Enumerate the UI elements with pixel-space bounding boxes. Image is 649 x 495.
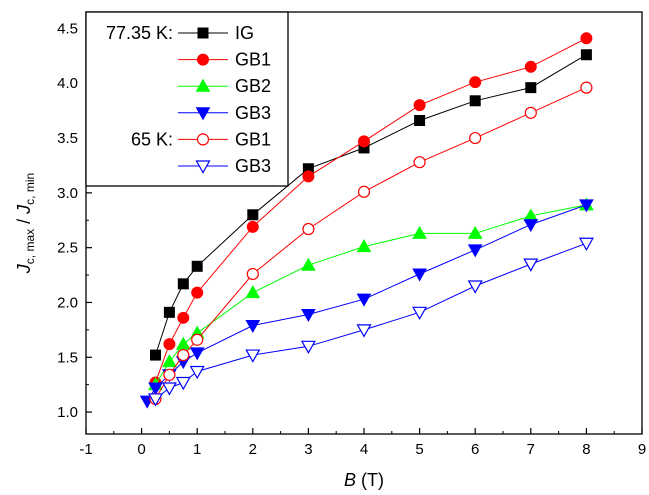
legend-label: IG	[235, 23, 254, 43]
data-point	[356, 239, 372, 253]
data-point	[469, 131, 482, 145]
legend: 77.35 K: IG GB1 GB2 GB3 65 K: GB1 GB3	[85, 11, 289, 187]
data-point	[467, 244, 483, 258]
data-point	[246, 220, 259, 233]
data-point	[189, 347, 205, 361]
data-point	[245, 319, 261, 334]
data-point	[412, 225, 427, 239]
x-tick-label: 9	[638, 441, 646, 458]
data-point	[245, 285, 261, 299]
legend-marker	[197, 27, 209, 39]
data-point	[148, 382, 163, 396]
series-5	[147, 237, 594, 407]
data-point	[357, 185, 371, 198]
axis-tick-labels: -1 0 1 2 3 4 5 6 7 8 9 1.0 1.5 2.0 2.5 3.0 3.5 4.0 4.5	[57, 20, 646, 458]
y-tick-label: 1.0	[57, 404, 78, 421]
x-axis-title: B (T)	[344, 470, 384, 490]
legend-label: GB1	[235, 50, 271, 70]
data-point	[412, 268, 427, 282]
data-point	[524, 106, 537, 119]
legend-marker	[196, 133, 210, 146]
data-point	[150, 349, 161, 361]
data-point	[191, 286, 204, 299]
data-point	[300, 340, 316, 355]
x-tick-label: 7	[527, 441, 535, 458]
data-point	[177, 278, 189, 290]
data-point	[191, 333, 204, 346]
data-point	[247, 209, 259, 221]
legend-marker	[195, 107, 211, 121]
x-tick-label: 3	[304, 441, 312, 458]
legend-label: GB2	[235, 76, 271, 96]
y-tick-label: 1.5	[57, 349, 78, 366]
data-point	[147, 393, 164, 407]
data-point	[161, 382, 177, 396]
data-point	[301, 257, 316, 271]
legend-marker	[195, 78, 211, 92]
series-0	[150, 49, 592, 361]
y-tick-label: 3.5	[57, 130, 78, 147]
legend-label: GB3	[235, 156, 271, 176]
x-tick-label: 4	[360, 441, 368, 458]
data-point	[414, 115, 426, 127]
data-point	[189, 365, 205, 380]
legend-label: GB1	[235, 129, 271, 149]
legend-marker	[195, 160, 211, 174]
data-point	[580, 32, 593, 45]
data-point	[523, 219, 539, 233]
data-point	[467, 225, 483, 239]
data-point	[578, 237, 594, 251]
data-point	[469, 95, 481, 107]
x-tick-label: -1	[79, 441, 92, 458]
data-point	[302, 170, 315, 183]
data-point	[469, 76, 482, 89]
y-axis-title: Jc, max / Jc, min	[14, 173, 37, 274]
legend-group-label: 65 K:	[131, 129, 173, 149]
y-tick-label: 3.0	[57, 185, 78, 202]
data-point	[162, 354, 177, 368]
series-1	[149, 32, 593, 389]
x-tick-label: 2	[249, 441, 257, 458]
y-tick-label: 2.5	[57, 240, 78, 257]
data-point	[301, 309, 316, 323]
y-tick-label: 4.0	[57, 75, 78, 92]
data-point	[579, 199, 594, 213]
legend-group-label: 77.35 K:	[106, 23, 173, 43]
data-point	[356, 324, 372, 338]
data-point	[245, 349, 261, 363]
data-point	[413, 99, 426, 112]
data-point	[358, 135, 370, 148]
x-tick-label: 0	[137, 441, 145, 458]
series-layer	[139, 32, 594, 409]
data-point	[177, 311, 190, 324]
y-tick-label: 2.0	[57, 294, 78, 311]
y-tick-label: 4.5	[57, 20, 78, 37]
x-tick-label: 1	[193, 441, 201, 458]
data-point	[580, 49, 592, 61]
data-point	[467, 280, 483, 294]
x-tick-label: 6	[471, 441, 479, 458]
data-point	[580, 81, 593, 94]
data-point	[356, 293, 372, 307]
x-tick-label: 8	[582, 441, 590, 458]
data-point	[413, 156, 426, 169]
data-point	[525, 82, 537, 94]
legend-label: GB3	[235, 103, 271, 123]
legend-marker	[197, 53, 209, 66]
data-point	[302, 222, 315, 236]
data-point	[412, 306, 428, 321]
data-point	[524, 60, 537, 73]
data-point	[163, 368, 176, 381]
data-point	[523, 258, 539, 272]
legend-box	[85, 11, 289, 187]
data-point	[163, 306, 175, 318]
data-point	[177, 348, 190, 362]
data-point	[191, 260, 203, 272]
x-tick-label: 5	[415, 441, 423, 458]
data-point	[175, 376, 191, 391]
data-point	[163, 338, 176, 351]
data-point	[246, 267, 259, 281]
